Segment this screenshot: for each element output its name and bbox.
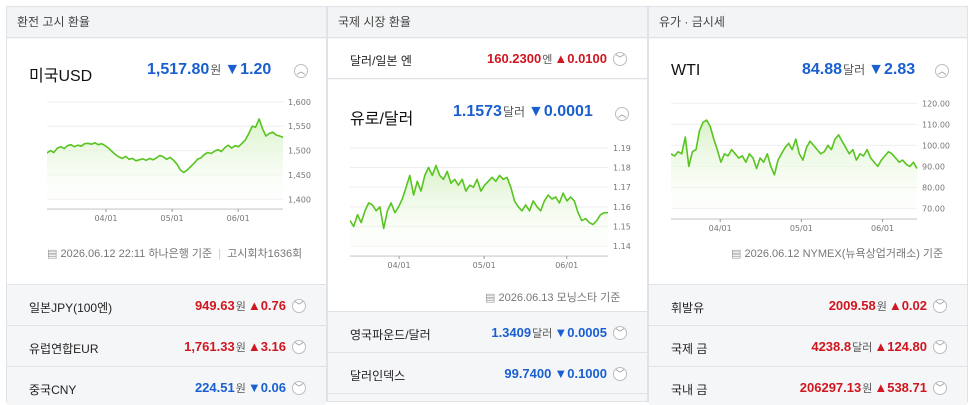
row-value: 949.63원 ▲0.76 xyxy=(194,298,286,313)
chart-source: ▤ 2026.06.12 NYMEX(뉴욕상업거래소) 기준 xyxy=(731,248,944,260)
chart-icon: ▤ xyxy=(47,248,58,260)
x-tick-label: 06/01 xyxy=(227,214,250,223)
x-tick-label: 05/01 xyxy=(790,224,813,233)
y-tick-label: 1,500 xyxy=(288,147,311,156)
row-name: 일본JPY(100엔) xyxy=(29,301,113,315)
main-commodity-value: 84.88달러 ▼2.83 xyxy=(802,61,916,78)
x-tick-label: 04/01 xyxy=(709,224,732,233)
chevron-down-icon[interactable]: ﹀ xyxy=(292,340,306,354)
y-tick-label: 70.00 xyxy=(922,204,945,213)
y-tick-label: 1,400 xyxy=(288,195,311,204)
international-rate-panel: 국제 시장 환율 달러/일본 엔 160.2300엔 ▲0.0100 ﹀ 유로/달… xyxy=(327,6,648,402)
x-tick-label: 04/01 xyxy=(387,261,410,270)
chevron-down-icon[interactable]: ﹀ xyxy=(933,381,947,395)
chevron-up-icon[interactable]: ︿ xyxy=(935,64,949,78)
eur-chart: 1.14 1.15 1.16 1.17 1.18 1.19 04/01 05/01 06/01 xyxy=(350,144,631,270)
series-line xyxy=(671,119,918,176)
wti-card[interactable]: WTI 84.88달러 ▼2.83 ︿ 70.00 80.00 90.00 100.00… xyxy=(649,39,967,285)
row-name: 달러인덱스 xyxy=(350,369,406,383)
x-tick-label: 06/01 xyxy=(871,224,894,233)
row-value: 224.51원 ▼0.06 xyxy=(194,380,286,395)
main-currency-value: 1.1573달러 ▼0.0001 xyxy=(453,103,593,120)
chevron-down-icon[interactable]: ﹀ xyxy=(933,340,947,354)
chart-source: ▤ 2026.06.12 22:11 하나은행 기준 | 고시회차1636회 xyxy=(47,248,303,260)
eur-card[interactable]: 유로/달러 1.1573달러 ▼0.0001 ︿ 1.14 1.15 1.16 1.17… xyxy=(328,80,647,312)
y-tick-label: 90.00 xyxy=(922,162,945,171)
area-fill xyxy=(350,165,608,256)
row-value: 1,761.33원 ▲3.16 xyxy=(184,339,286,354)
y-tick-label: 80.00 xyxy=(922,183,945,192)
chart-icon: ▤ xyxy=(731,248,742,260)
main-currency-value: 1,517.80원 ▼1.20 xyxy=(147,61,272,78)
row-name: 국내 금 xyxy=(671,383,708,397)
y-tick-label: 1.14 xyxy=(613,242,631,251)
y-tick-label: 1.15 xyxy=(613,223,631,232)
row-name: 영국파운드/달러 xyxy=(350,328,431,342)
chevron-up-icon[interactable]: ︿ xyxy=(294,64,308,78)
exchange-rate-panel: 환전 고시 환율 미국USD 1,517.80원 ▼1.20 ︿ 1,400 1,4… xyxy=(6,6,327,405)
rate-row[interactable]: 중국CNY 224.51원 ▼0.06 ﹀ xyxy=(7,368,326,405)
chevron-down-icon[interactable]: ﹀ xyxy=(613,326,627,340)
area-fill xyxy=(671,120,917,219)
panel-header: 국제 시장 환율 xyxy=(328,7,647,38)
chart-source: ▤ 2026.06.13 모닝스타 기준 xyxy=(485,292,621,304)
rate-row[interactable]: 영국파운드/달러 1.3409달러 ▼0.0005 ﹀ xyxy=(328,313,647,353)
main-currency-name[interactable]: 유로/달러 xyxy=(350,111,414,128)
x-tick-label: 05/01 xyxy=(473,261,496,270)
rate-row[interactable]: 국내 금 206297.13원 ▲538.71 ﹀ xyxy=(649,368,967,405)
rate-row[interactable]: 일본JPY(100엔) 949.63원 ▲0.76 ﹀ xyxy=(7,286,326,326)
series-line xyxy=(350,164,608,230)
y-tick-label: 120.00 xyxy=(922,99,950,108)
top-rate-row[interactable]: 달러/일본 엔 160.2300엔 ▲0.0100 ﹀ xyxy=(328,39,647,79)
usd-chart: 1,400 1,450 1,500 1,550 1,600 04/01 05/01 06/01 xyxy=(47,98,311,223)
y-tick-label: 1,550 xyxy=(288,122,311,131)
chevron-down-icon[interactable]: ﹀ xyxy=(933,299,947,313)
row-name: 국제 금 xyxy=(671,342,708,356)
y-tick-label: 100.00 xyxy=(922,141,950,150)
y-tick-label: 110.00 xyxy=(922,120,950,129)
y-tick-label: 1.16 xyxy=(613,203,631,212)
chart-icon: ▤ xyxy=(485,292,496,304)
chevron-down-icon[interactable]: ﹀ xyxy=(613,52,627,66)
row-value: 4238.8달러 ▲124.80 xyxy=(811,339,927,354)
row-name: 달러/일본 엔 xyxy=(350,54,412,68)
row-name: 중국CNY xyxy=(29,383,77,397)
usd-card[interactable]: 미국USD 1,517.80원 ▼1.20 ︿ 1,400 1,450 1,500 1,… xyxy=(7,39,326,285)
y-tick-label: 1.18 xyxy=(613,164,631,173)
chevron-up-icon[interactable]: ︿ xyxy=(615,107,629,121)
y-tick-label: 1.19 xyxy=(613,144,631,153)
area-fill xyxy=(47,118,283,209)
row-value: 1.3409달러 ▼0.0005 xyxy=(491,325,607,340)
oil-gold-panel: 유가 · 금시세 WTI 84.88달러 ▼2.83 ︿ 70.00 80.00 90… xyxy=(648,6,968,405)
x-tick-label: 04/01 xyxy=(94,214,117,223)
chevron-down-icon[interactable]: ﹀ xyxy=(613,367,627,381)
rate-row[interactable]: 유럽연합EUR 1,761.33원 ▲3.16 ﹀ xyxy=(7,327,326,367)
y-tick-label: 1.17 xyxy=(613,183,631,192)
row-value: 160.2300엔 ▲0.0100 xyxy=(487,51,607,66)
row-name: 휘발유 xyxy=(671,301,705,315)
x-tick-label: 05/01 xyxy=(161,214,184,223)
series-line xyxy=(47,118,284,174)
y-tick-label: 1,450 xyxy=(288,171,311,180)
row-name: 유럽연합EUR xyxy=(29,342,99,356)
row-value: 99.7400 ▼0.1000 xyxy=(504,366,607,381)
x-tick-label: 06/01 xyxy=(555,261,578,270)
row-value: 2009.58원 ▲0.02 xyxy=(828,298,927,313)
main-currency-name[interactable]: 미국USD xyxy=(29,68,93,85)
y-tick-label: 1,600 xyxy=(288,98,311,107)
chevron-down-icon[interactable]: ﹀ xyxy=(292,381,306,395)
panel-header: 환전 고시 환율 xyxy=(7,7,326,38)
chevron-down-icon[interactable]: ﹀ xyxy=(292,299,306,313)
wti-chart: 70.00 80.00 90.00 100.00 110.00 120.00 04/01 05… xyxy=(671,99,950,233)
panel-header: 유가 · 금시세 xyxy=(649,7,967,38)
rate-row[interactable]: 달러인덱스 99.7400 ▼0.1000 ﹀ xyxy=(328,354,647,394)
row-value: 206297.13원 ▲538.71 xyxy=(799,380,927,395)
main-commodity-name[interactable]: WTI xyxy=(671,62,701,79)
rate-row[interactable]: 휘발유 2009.58원 ▲0.02 ﹀ xyxy=(649,286,967,326)
rate-row[interactable]: 국제 금 4238.8달러 ▲124.80 ﹀ xyxy=(649,327,967,367)
